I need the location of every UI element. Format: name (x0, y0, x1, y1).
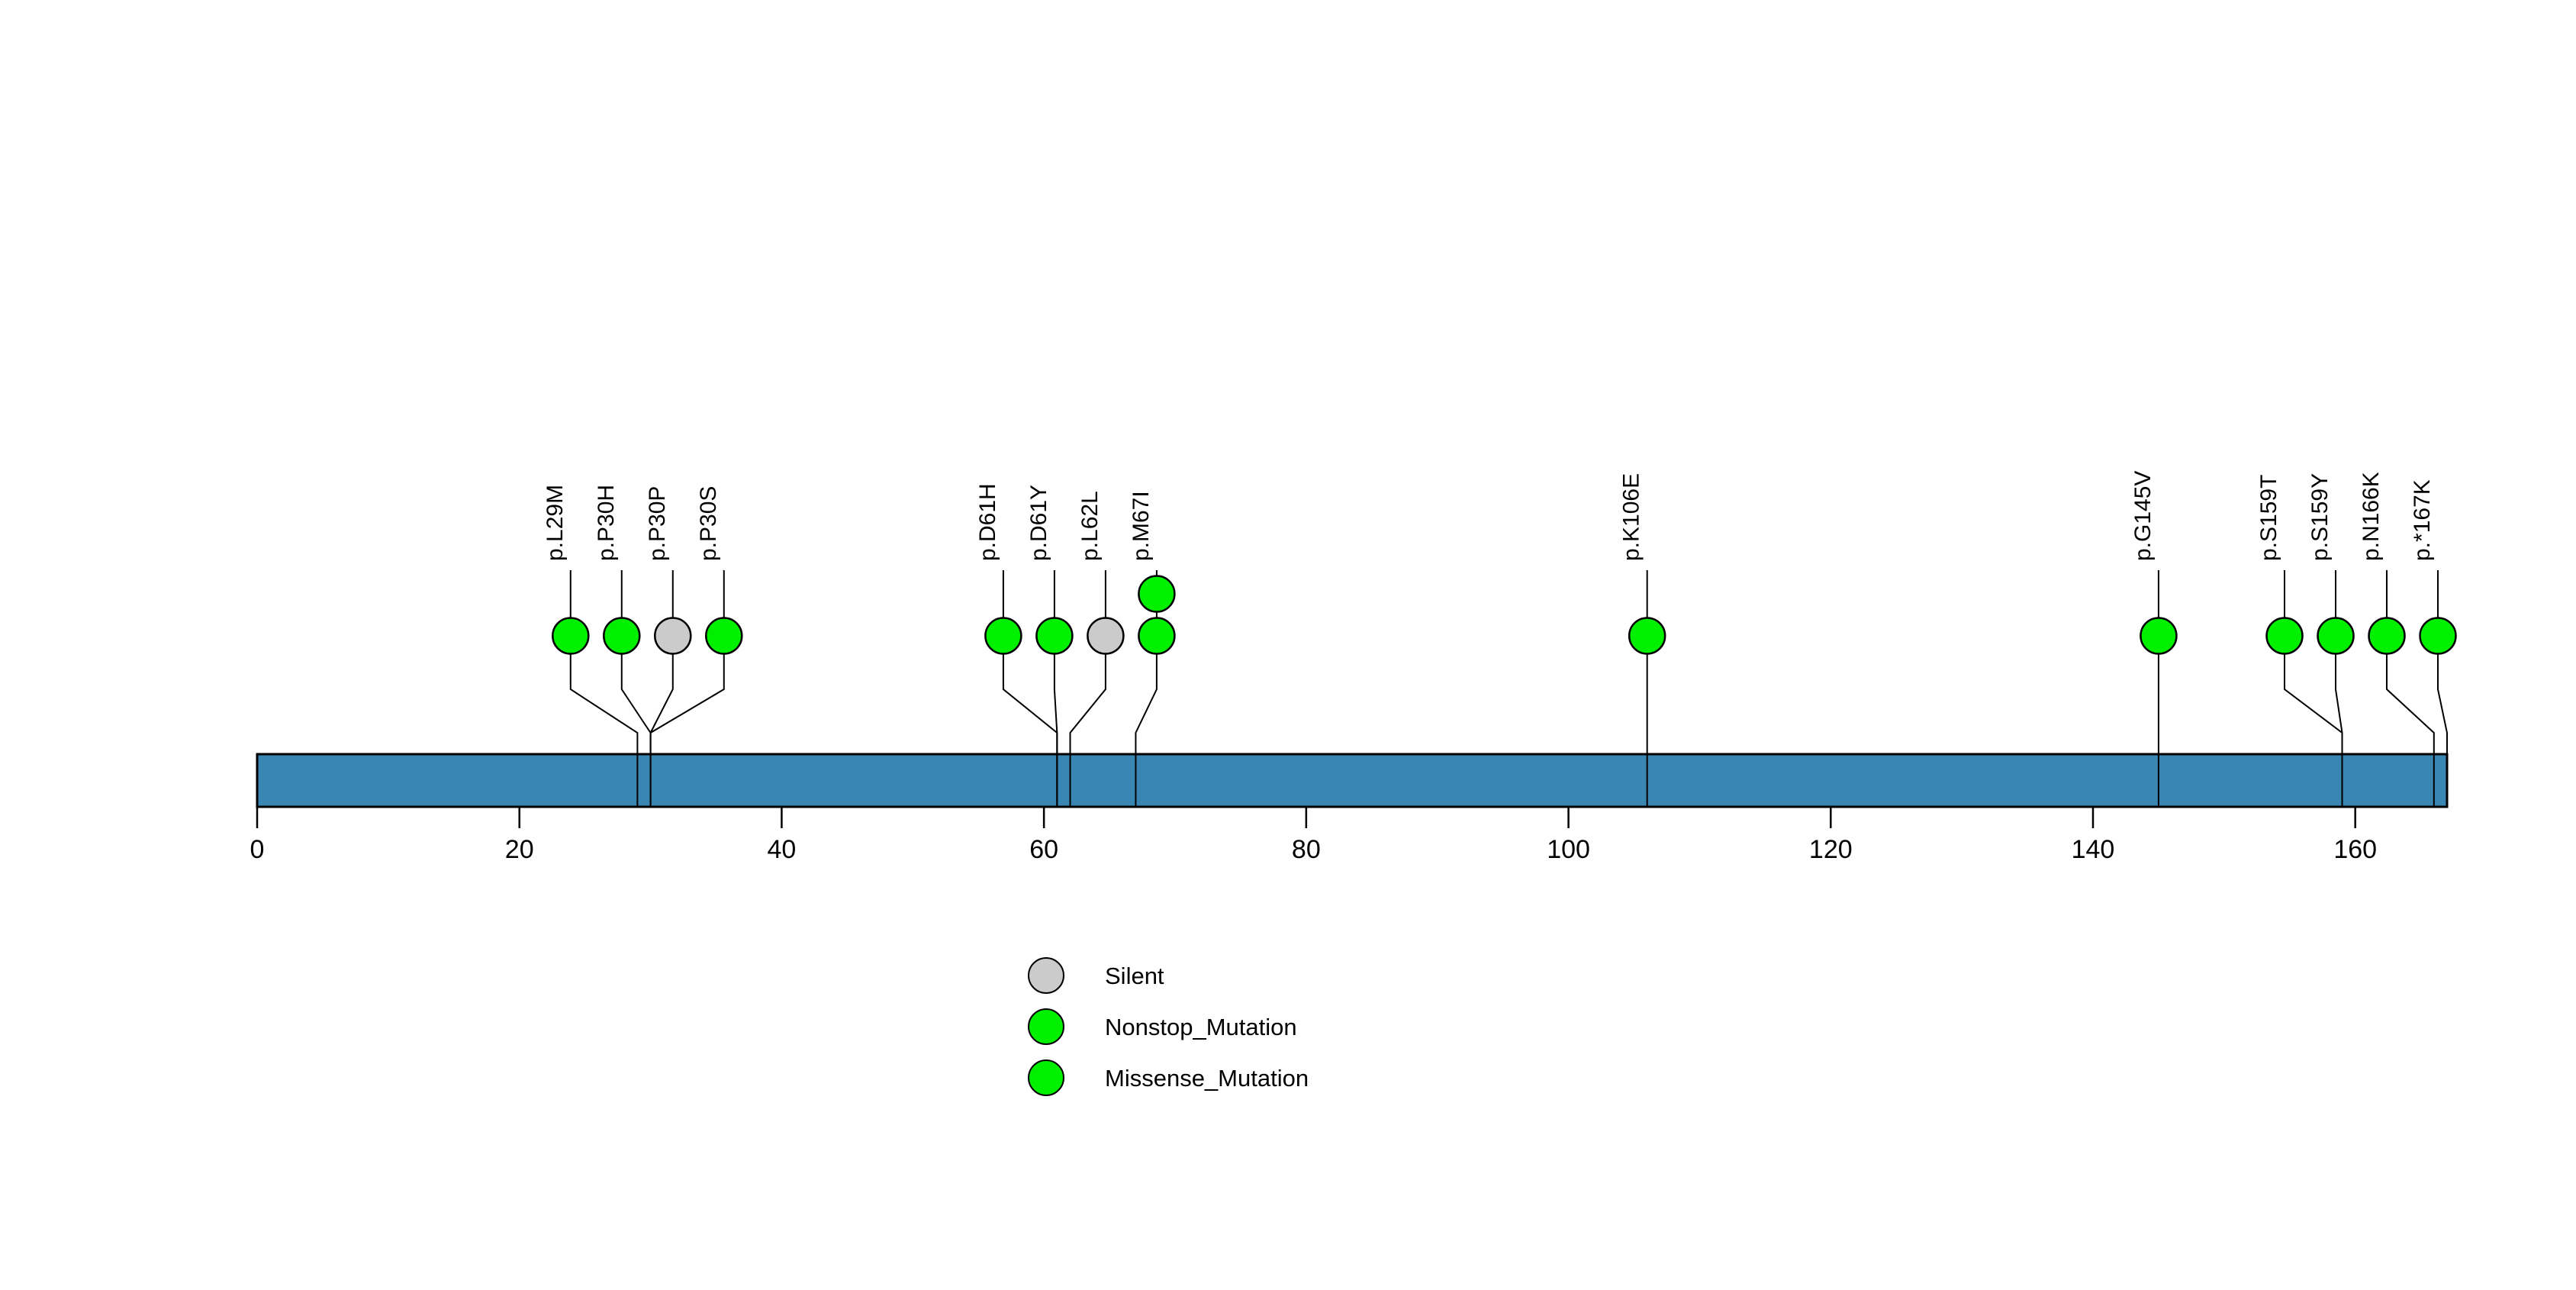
mutation-label: p.D61Y (1026, 485, 1051, 561)
legend-marker (1028, 1059, 1064, 1096)
legend-label: Missense_Mutation (1105, 1065, 1309, 1092)
axis-tick-label: 40 (768, 835, 797, 864)
mutation-marker (1628, 617, 1666, 655)
mutation-marker (1087, 617, 1125, 655)
mutation-stem (1053, 636, 1058, 807)
mutation-marker (2265, 617, 2304, 655)
mutation-label: p.P30S (696, 486, 721, 561)
axis-tick-label: 80 (1292, 835, 1321, 864)
mutation-stem (1069, 636, 1106, 807)
mutation-marker (1035, 617, 1074, 655)
mutation-label: p.K106E (1619, 473, 1644, 561)
mutation-label: p.S159Y (2307, 473, 2333, 561)
axis-tick-label: 20 (505, 835, 534, 864)
axis-tick-label: 120 (1809, 835, 1853, 864)
mutation-marker (603, 617, 641, 655)
mutation-label: p.M67I (1129, 491, 1154, 561)
legend-label: Nonstop_Mutation (1105, 1014, 1297, 1040)
legend-label: Silent (1105, 963, 1164, 989)
mutation-label: p.*167K (2410, 479, 2435, 561)
mutation-label: p.S159T (2256, 475, 2281, 561)
mutation-marker (552, 617, 590, 655)
mutation-marker (984, 617, 1022, 655)
mutation-stem (2386, 636, 2435, 807)
legend-marker (1028, 1008, 1064, 1045)
mutation-label: p.N166K (2359, 472, 2384, 561)
mutation-stem (2335, 636, 2343, 807)
mutation-marker (2140, 617, 2178, 655)
mutation-label: p.L29M (543, 485, 568, 561)
axis-tick-label: 100 (1547, 835, 1590, 864)
mutation-label: p.G145V (2130, 471, 2156, 561)
mutation-marker (1138, 617, 1176, 655)
mutation-stem (649, 636, 725, 807)
legend-marker (1028, 957, 1064, 994)
mutation-stem (1135, 636, 1158, 807)
mutation-marker (2419, 617, 2457, 655)
mutation-label: p.P30H (594, 485, 619, 561)
axis-tick-label: 0 (250, 835, 265, 864)
axis-tick-label: 60 (1029, 835, 1058, 864)
mutation-label: p.P30P (645, 486, 670, 561)
mutation-marker (1138, 575, 1176, 613)
mutation-label: p.L62L (1077, 491, 1103, 561)
mutation-stem (2437, 636, 2448, 807)
axis-tick-label: 140 (2072, 835, 2115, 864)
mutation-label: p.D61H (975, 483, 1000, 561)
mutation-marker (705, 617, 743, 655)
protein-bar (256, 753, 2449, 808)
mutation-marker (654, 617, 692, 655)
mutation-marker (2368, 617, 2406, 655)
mutation-marker (2317, 617, 2355, 655)
axis-tick-label: 160 (2333, 835, 2377, 864)
mutation-stem (569, 636, 639, 807)
